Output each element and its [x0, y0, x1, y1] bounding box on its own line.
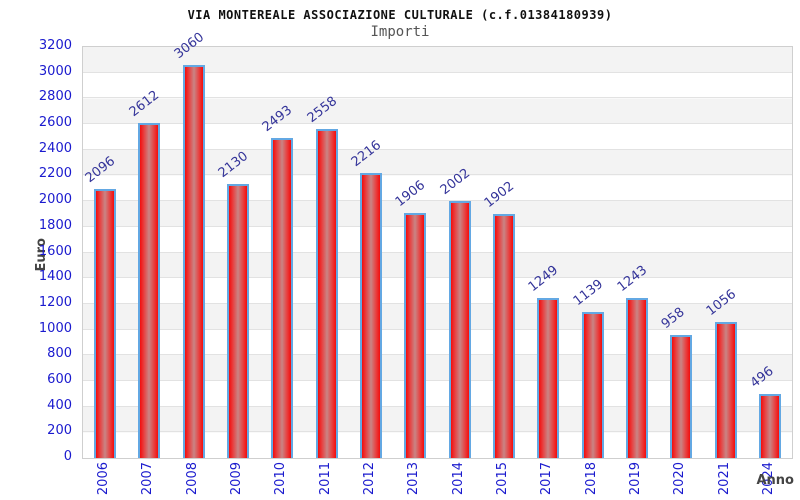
gridline [83, 302, 792, 304]
y-tick-label: 1600 [38, 243, 72, 259]
value-label: 1902 [481, 178, 518, 211]
gridline [83, 97, 792, 99]
y-tick-label: 2400 [38, 140, 72, 156]
bar-2007 [138, 122, 161, 458]
y-tick-label: 1000 [38, 320, 72, 336]
x-tick-label: 2011 [317, 462, 333, 496]
x-tick-label: 2010 [273, 462, 289, 496]
bar-2021 [714, 322, 737, 458]
y-tick-label: 2000 [38, 192, 72, 208]
y-tick-label: 3000 [38, 63, 72, 79]
bar-2008 [182, 64, 205, 458]
gridline [83, 174, 792, 176]
x-tick-label: 2017 [539, 462, 555, 496]
gridline [83, 405, 792, 407]
y-tick-label: 1200 [38, 294, 72, 310]
x-tick-label: 2014 [450, 462, 466, 496]
bar-2012 [360, 173, 383, 458]
bar-2015 [492, 213, 515, 458]
gridline [83, 123, 792, 125]
x-axis-title: Anno [756, 473, 794, 488]
chart-title: VIA MONTEREALE ASSOCIAZIONE CULTURALE (c… [187, 8, 613, 22]
value-label: 1243 [614, 263, 650, 296]
gridline [83, 225, 792, 227]
y-tick-label: 3200 [38, 38, 72, 53]
value-label: 2493 [260, 102, 296, 135]
value-label: 1139 [570, 276, 606, 309]
y-tick-label: 0 [63, 449, 72, 464]
value-label: 1249 [526, 262, 562, 295]
value-label: 2130 [215, 149, 252, 182]
gridline [83, 277, 792, 279]
x-tick-label: 2012 [362, 462, 378, 496]
value-label: 1906 [393, 178, 429, 211]
x-tick-label: 2013 [406, 462, 422, 496]
y-tick-label: 1400 [38, 269, 72, 285]
x-tick-label: 2007 [140, 462, 156, 496]
x-tick-label: 2008 [184, 462, 200, 496]
gridline [83, 148, 792, 150]
plot-area: 2096 2612 3060 2130 2493 2558 2216 1906 2002 1902… [82, 30, 793, 459]
y-tick-label: 400 [47, 397, 72, 413]
value-label: 496 [747, 364, 777, 392]
y-tick-label: 2200 [38, 166, 72, 182]
gridline [83, 354, 792, 356]
gridline [83, 431, 792, 433]
x-tick-label: 2019 [627, 462, 643, 496]
y-tick-label: 2800 [38, 89, 72, 105]
bar-2020 [670, 334, 693, 458]
y-tick-label: 200 [47, 423, 72, 439]
x-tick-label: 2006 [96, 462, 112, 496]
gridline [83, 251, 792, 253]
gridline [83, 71, 792, 73]
value-label: 2558 [304, 94, 340, 127]
x-tick-label: 2009 [229, 462, 245, 496]
gridline [83, 200, 792, 202]
bar-2024 [758, 394, 781, 458]
x-tick-label: 2020 [672, 462, 688, 496]
bar-2013 [404, 213, 427, 458]
value-label: 2096 [82, 153, 119, 186]
value-label: 2216 [348, 138, 385, 171]
bar-2014 [448, 200, 471, 458]
y-tick-label: 800 [47, 346, 72, 362]
y-tick-label: 1800 [38, 217, 72, 233]
chart-subtitle: Importi [370, 24, 430, 40]
x-tick-label: 2015 [494, 462, 510, 496]
bar-2018 [581, 311, 604, 458]
bar-2011 [315, 129, 338, 458]
bar-2019 [625, 298, 648, 458]
bar-2006 [94, 188, 117, 458]
x-tick-label: 2018 [583, 462, 599, 496]
value-label: 2002 [437, 165, 473, 198]
x-tick-label: 2021 [716, 462, 732, 496]
bar-2009 [227, 184, 250, 458]
bar-2017 [537, 297, 560, 458]
value-label: 2612 [127, 87, 163, 120]
gridline [83, 379, 792, 381]
gridline [83, 328, 792, 330]
y-tick-label: 2600 [38, 115, 72, 131]
bar-2010 [271, 137, 294, 458]
y-tick-label: 600 [47, 371, 72, 387]
